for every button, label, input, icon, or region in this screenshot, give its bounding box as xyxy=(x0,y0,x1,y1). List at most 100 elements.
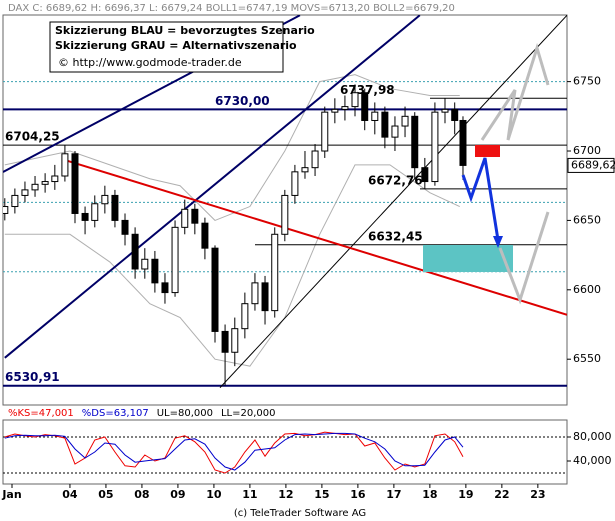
candle-body xyxy=(241,303,249,330)
candle-body xyxy=(361,92,369,121)
candle-body xyxy=(81,212,89,221)
blue-scenario xyxy=(461,157,500,241)
x-tick-label: 08 xyxy=(134,488,149,501)
level-label: 6632,45 xyxy=(368,229,423,243)
candle-body xyxy=(261,282,269,312)
candle-body xyxy=(411,115,419,169)
candle-body xyxy=(111,194,119,221)
candle-body xyxy=(71,153,79,214)
grey-scenario-up xyxy=(480,42,550,141)
candle-body xyxy=(421,167,429,183)
x-tick-label: 05 xyxy=(98,488,113,501)
candle-body xyxy=(459,119,467,166)
candle-body xyxy=(451,108,459,121)
axes: 6550 6600 6650 6700 6750 Jan 04 05 08 09 10 11 12 15 1… xyxy=(1,75,615,501)
level-label: 6730,00 xyxy=(215,94,270,108)
last-price-box xyxy=(567,157,615,173)
x-tick-label: 19 xyxy=(458,488,473,501)
candle-body xyxy=(321,111,329,152)
x-tick-label: 16 xyxy=(350,488,366,501)
x-tick-label: 10 xyxy=(206,488,222,501)
x-tick-label: 09 xyxy=(170,488,185,501)
credit: (c) TeleTrader Software AG xyxy=(234,508,366,519)
candle-body xyxy=(121,219,129,235)
osc-tick-label: 40,000 xyxy=(573,454,612,467)
candle-body xyxy=(3,206,9,214)
candle-body xyxy=(21,189,29,196)
candle-body xyxy=(231,328,239,353)
annotations-layer xyxy=(49,21,550,305)
candle-body xyxy=(221,330,229,353)
candle-body xyxy=(101,194,109,205)
level-label: 6737,98 xyxy=(340,83,395,97)
annotation: Skizzierung BLAU = bevorzugtes Szenario xyxy=(55,24,315,37)
candle-body xyxy=(31,183,39,191)
price-layer xyxy=(3,15,567,388)
candle-body xyxy=(141,258,149,270)
level-label: 6704,25 xyxy=(5,130,60,144)
osc-legend: UL=80,000 xyxy=(157,408,213,419)
oscillator-layer xyxy=(3,431,567,474)
support-zone xyxy=(423,245,513,272)
osc-legend: LL=20,000 xyxy=(221,408,276,419)
x-tick-label: 22 xyxy=(494,488,509,501)
x-tick-label: 15 xyxy=(314,488,329,501)
target-zone xyxy=(475,145,500,157)
candle-body xyxy=(441,108,449,113)
candle-body xyxy=(51,175,59,183)
x-tick-label: Jan xyxy=(1,488,21,501)
osc-line xyxy=(4,432,464,471)
y-tick-label: 6750 xyxy=(573,75,601,88)
candle-body xyxy=(11,194,19,208)
osc-legend: %DS=63,107 xyxy=(82,408,149,419)
legend-box xyxy=(49,21,284,73)
candle-body xyxy=(281,194,289,235)
annotation: © http://www.godmode-trader.de xyxy=(58,56,242,69)
y-tick-label: 6700 xyxy=(573,144,601,157)
bollinger-band xyxy=(4,74,460,221)
grey-scenario-down xyxy=(498,211,550,305)
candle-body xyxy=(431,111,439,183)
last-price-label: 6689,62 xyxy=(571,158,615,171)
bollinger-band xyxy=(4,164,460,367)
trendline xyxy=(4,15,421,359)
candle-body xyxy=(201,222,209,249)
y-tick-label: 6550 xyxy=(573,352,601,365)
osc-tick-label: 80,000 xyxy=(573,430,612,443)
candle-body xyxy=(181,208,189,228)
candle-body xyxy=(151,258,159,284)
candle-body xyxy=(131,233,139,270)
candle-body xyxy=(401,115,409,127)
y-tick-label: 6600 xyxy=(573,283,601,296)
osc-line xyxy=(4,431,464,474)
candle-body xyxy=(161,282,169,294)
x-tick-label: 17 xyxy=(386,488,401,501)
candle-body xyxy=(371,111,379,121)
x-tick-label: 12 xyxy=(278,488,293,501)
candle-body xyxy=(191,208,199,224)
osc-legend: %KS=47,001 xyxy=(8,408,74,419)
header: DAX C: 6689,62 H: 6696,37 L: 6679,24 BOL… xyxy=(8,3,455,14)
y-tick-label: 6650 xyxy=(573,213,601,226)
x-tick-label: 18 xyxy=(422,488,437,501)
candle-body xyxy=(61,153,69,177)
candle-body xyxy=(251,282,259,305)
x-tick-label: 23 xyxy=(530,488,545,501)
x-tick-label: 04 xyxy=(62,488,78,501)
candle-body xyxy=(301,167,309,173)
candle-body xyxy=(291,171,299,196)
oscillator-panel xyxy=(2,419,568,485)
level-label: 6672,76 xyxy=(368,173,423,187)
candle-body xyxy=(311,150,319,169)
annotation: Skizzierung GRAU = Alternativszenario xyxy=(55,39,297,52)
x-tick-label: 11 xyxy=(242,488,257,501)
blue-arrowhead xyxy=(493,236,503,248)
trendline xyxy=(64,159,567,316)
candle-body xyxy=(271,233,279,312)
candle-body xyxy=(381,111,389,138)
candle-body xyxy=(41,181,49,185)
candle-body xyxy=(211,247,219,332)
candle-body xyxy=(331,108,339,113)
trendline xyxy=(219,15,567,388)
